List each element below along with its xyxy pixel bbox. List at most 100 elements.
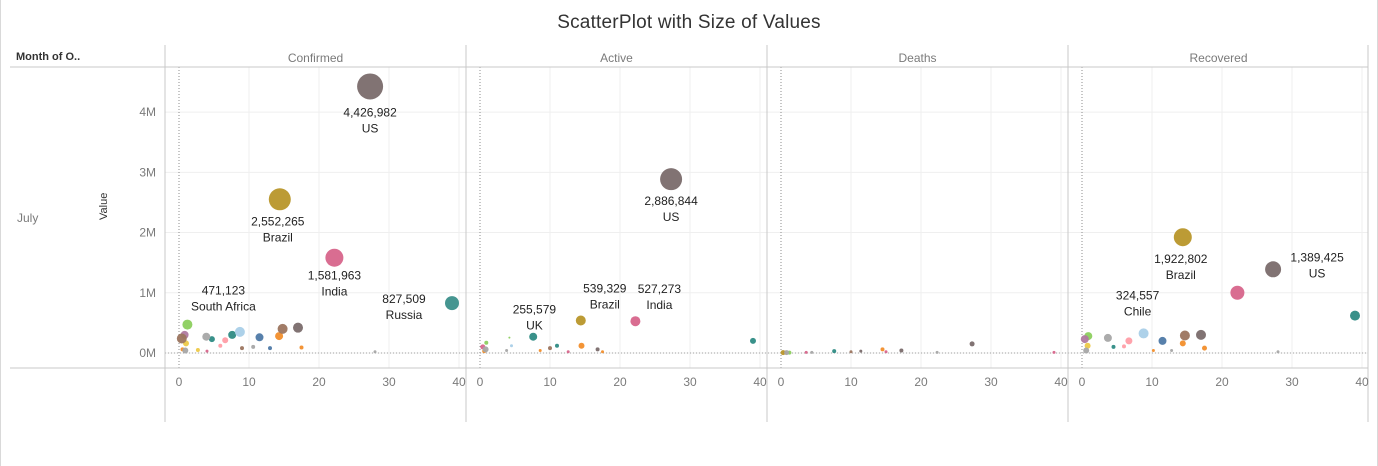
data-point[interactable] — [601, 350, 604, 354]
x-tick-label: 0 — [778, 375, 785, 389]
data-point[interactable] — [832, 349, 837, 354]
data-point[interactable] — [1265, 261, 1282, 278]
data-label-value: 471,123 — [202, 284, 246, 298]
data-point[interactable] — [1230, 285, 1245, 300]
data-point[interactable] — [357, 73, 384, 100]
data-point[interactable] — [780, 350, 786, 356]
data-point[interactable] — [1179, 340, 1186, 347]
data-point[interactable] — [482, 346, 489, 353]
data-point[interactable] — [899, 348, 904, 353]
chart-title: ScatterPlot with Size of Values — [557, 12, 821, 33]
data-point[interactable] — [529, 332, 538, 341]
x-tick-label: 10 — [543, 375, 557, 389]
data-label-value: 1,581,963 — [308, 269, 362, 283]
data-point[interactable] — [268, 188, 291, 211]
x-tick-label: 40 — [753, 375, 767, 389]
data-point[interactable] — [1103, 333, 1112, 342]
data-point[interactable] — [299, 345, 304, 350]
data-point[interactable] — [218, 343, 223, 348]
data-point[interactable] — [484, 340, 489, 345]
data-point[interactable] — [595, 347, 600, 352]
data-point[interactable] — [1276, 350, 1280, 354]
data-point[interactable] — [1196, 329, 1206, 340]
data-point[interactable] — [275, 332, 284, 341]
data-point[interactable] — [575, 315, 586, 326]
data-point[interactable] — [804, 350, 808, 354]
x-tick-label: 20 — [1215, 375, 1229, 389]
data-point[interactable] — [1080, 335, 1089, 344]
data-point[interactable] — [202, 332, 211, 341]
data-point[interactable] — [548, 346, 552, 351]
data-point[interactable] — [538, 349, 542, 353]
data-point[interactable] — [182, 347, 189, 354]
data-point[interactable] — [255, 333, 264, 342]
data-point[interactable] — [555, 343, 559, 348]
data-point[interactable] — [176, 333, 187, 344]
pane-header-active[interactable]: Active — [600, 51, 633, 65]
x-tick-label: 20 — [312, 375, 326, 389]
row-header-label[interactable]: Month of O.. — [16, 51, 81, 63]
data-point[interactable] — [810, 350, 814, 354]
data-point[interactable] — [182, 319, 193, 330]
pane-header-recovered[interactable]: Recovered — [1189, 51, 1247, 65]
data-point[interactable] — [849, 350, 853, 354]
data-point[interactable] — [277, 323, 288, 334]
data-point[interactable] — [1173, 228, 1192, 247]
data-point[interactable] — [445, 296, 459, 311]
data-point[interactable] — [1158, 336, 1167, 345]
data-point[interactable] — [1170, 349, 1174, 353]
data-point[interactable] — [325, 248, 344, 267]
data-point[interactable] — [510, 344, 513, 348]
data-point[interactable] — [859, 349, 863, 353]
data-point[interactable] — [1138, 328, 1149, 339]
data-point[interactable] — [1111, 344, 1116, 349]
data-point[interactable] — [1125, 337, 1133, 345]
data-point[interactable] — [1084, 342, 1091, 349]
data-point[interactable] — [505, 349, 509, 353]
data-point[interactable] — [1052, 350, 1056, 354]
data-point[interactable] — [195, 347, 200, 352]
data-label-value: 255,579 — [513, 303, 557, 317]
data-point[interactable] — [373, 350, 377, 354]
x-tick-label: 0 — [1079, 375, 1086, 389]
data-point[interactable] — [508, 336, 511, 339]
data-point[interactable] — [935, 350, 939, 354]
data-point[interactable] — [268, 346, 272, 351]
data-point[interactable] — [1202, 345, 1207, 351]
data-point[interactable] — [880, 347, 885, 352]
data-label-name: Brazil — [590, 297, 620, 311]
data-point[interactable] — [1179, 330, 1190, 341]
data-point[interactable] — [1151, 349, 1155, 353]
data-label-value: 827,509 — [382, 292, 426, 306]
pane-header-deaths[interactable]: Deaths — [898, 51, 936, 65]
data-point[interactable] — [578, 342, 585, 349]
x-tick-label: 30 — [683, 375, 697, 389]
data-label-value: 1,922,802 — [1154, 252, 1208, 266]
data-point[interactable] — [222, 337, 229, 344]
data-point[interactable] — [205, 349, 209, 353]
data-point[interactable] — [784, 350, 790, 356]
data-point[interactable] — [228, 330, 237, 339]
data-point[interactable] — [234, 326, 245, 337]
data-point[interactable] — [293, 322, 303, 333]
pane-header-confirmed[interactable]: Confirmed — [288, 51, 343, 65]
data-label-name: US — [1309, 266, 1326, 280]
data-point[interactable] — [208, 336, 215, 343]
data-point[interactable] — [566, 350, 570, 354]
data-point[interactable] — [750, 337, 756, 344]
data-point[interactable] — [251, 344, 256, 349]
data-label-value: 2,886,844 — [644, 194, 698, 208]
data-point[interactable] — [660, 168, 683, 191]
data-point[interactable] — [969, 341, 975, 347]
data-point[interactable] — [1122, 344, 1126, 349]
data-point[interactable] — [240, 346, 244, 351]
data-point[interactable] — [1083, 347, 1090, 354]
data-point[interactable] — [1350, 310, 1360, 321]
data-point[interactable] — [630, 316, 641, 327]
x-tick-label: 30 — [1285, 375, 1299, 389]
data-point[interactable] — [884, 350, 888, 354]
data-label-name: Brazil — [263, 230, 293, 244]
data-label-name: South Africa — [191, 300, 256, 314]
y-tick-label: 4M — [139, 105, 156, 119]
